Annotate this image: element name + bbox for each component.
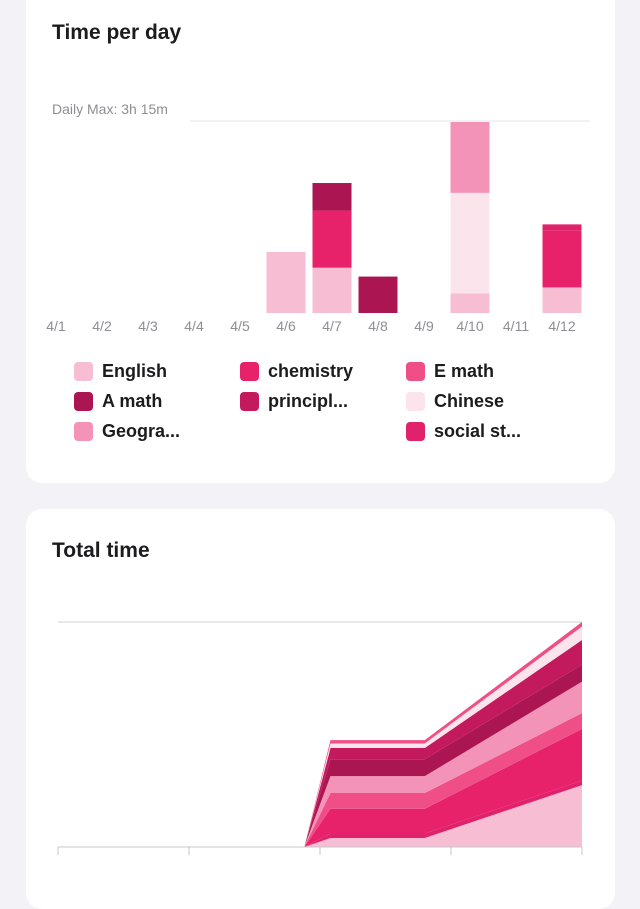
- area-series: [58, 681, 582, 847]
- daily-max-label: Daily Max: 3h 15m: [52, 101, 168, 117]
- legend-item: social st...: [406, 420, 521, 442]
- bar-segment: [542, 224, 582, 231]
- legend-item: English: [74, 360, 167, 382]
- legend-swatch: [406, 421, 425, 441]
- legend-item: Chinese: [406, 390, 504, 412]
- bar-segment: [450, 293, 490, 313]
- x-tick-label: 4/3: [138, 318, 158, 334]
- x-tick-label: 4/8: [368, 318, 388, 334]
- legend-item: E math: [406, 360, 494, 382]
- x-tick-label: 4/1: [46, 318, 66, 334]
- legend-label: E math: [434, 360, 495, 381]
- time-per-day-title: Time per day: [52, 21, 182, 44]
- legend-swatch: [406, 391, 425, 411]
- legend-label: chemistry: [268, 360, 354, 381]
- subject-legend: English chemistry E math A math principl... C…: [74, 360, 574, 450]
- legend-swatch: [74, 421, 93, 441]
- bar-segment: [312, 267, 352, 313]
- bar-segment: [358, 276, 398, 313]
- area-series: [58, 713, 582, 847]
- legend-item: Geogra...: [74, 420, 180, 442]
- time-per-day-card: Time per day Daily Max: 3h 15m 4/1 4/2 4/3…: [26, 0, 615, 483]
- area-series: [58, 785, 582, 847]
- legend-swatch: [406, 361, 425, 381]
- x-tick-label: 4/7: [322, 318, 342, 334]
- x-tick-label: 4/10: [456, 318, 483, 334]
- time-per-day-chart: 4/1 4/2 4/3 4/4 4/5 4/6 4/7 4/8 4/9 4/10 4/11 4/12: [46, 120, 590, 334]
- legend-label: Geogra...: [102, 420, 181, 441]
- bar-segment: [450, 121, 490, 193]
- legend-label: social st...: [434, 420, 522, 441]
- total-time-card: Total time: [26, 509, 615, 909]
- area-series: [58, 728, 582, 847]
- bar-segment: [312, 183, 352, 211]
- x-tick-label: 4/2: [92, 318, 112, 334]
- x-tick-label: 4/12: [548, 318, 575, 334]
- bar-segment: [542, 230, 582, 288]
- x-tick-label: 4/5: [230, 318, 250, 334]
- x-tick-label: 4/11: [503, 318, 529, 334]
- legend-item: chemistry: [240, 360, 353, 382]
- legend-item: principl...: [240, 390, 348, 412]
- legend-label: principl...: [268, 390, 349, 411]
- legend-swatch: [74, 361, 93, 381]
- legend-label: Chinese: [434, 390, 505, 411]
- legend-swatch: [240, 361, 259, 381]
- x-tick-label: 4/4: [184, 318, 204, 334]
- total-time-title: Total time: [52, 539, 150, 562]
- total-time-chart: [57, 621, 583, 855]
- legend-label: A math: [102, 390, 163, 411]
- x-tick-label: 4/6: [276, 318, 296, 334]
- bar-segment: [312, 210, 352, 268]
- bar-segment: [266, 251, 306, 313]
- x-tick-label: 4/9: [414, 318, 434, 334]
- legend-swatch: [240, 391, 259, 411]
- bar-segment: [450, 192, 490, 294]
- legend-swatch: [74, 391, 93, 411]
- bar-segment: [542, 287, 582, 313]
- legend-label: English: [102, 360, 168, 381]
- legend-item: A math: [74, 390, 162, 412]
